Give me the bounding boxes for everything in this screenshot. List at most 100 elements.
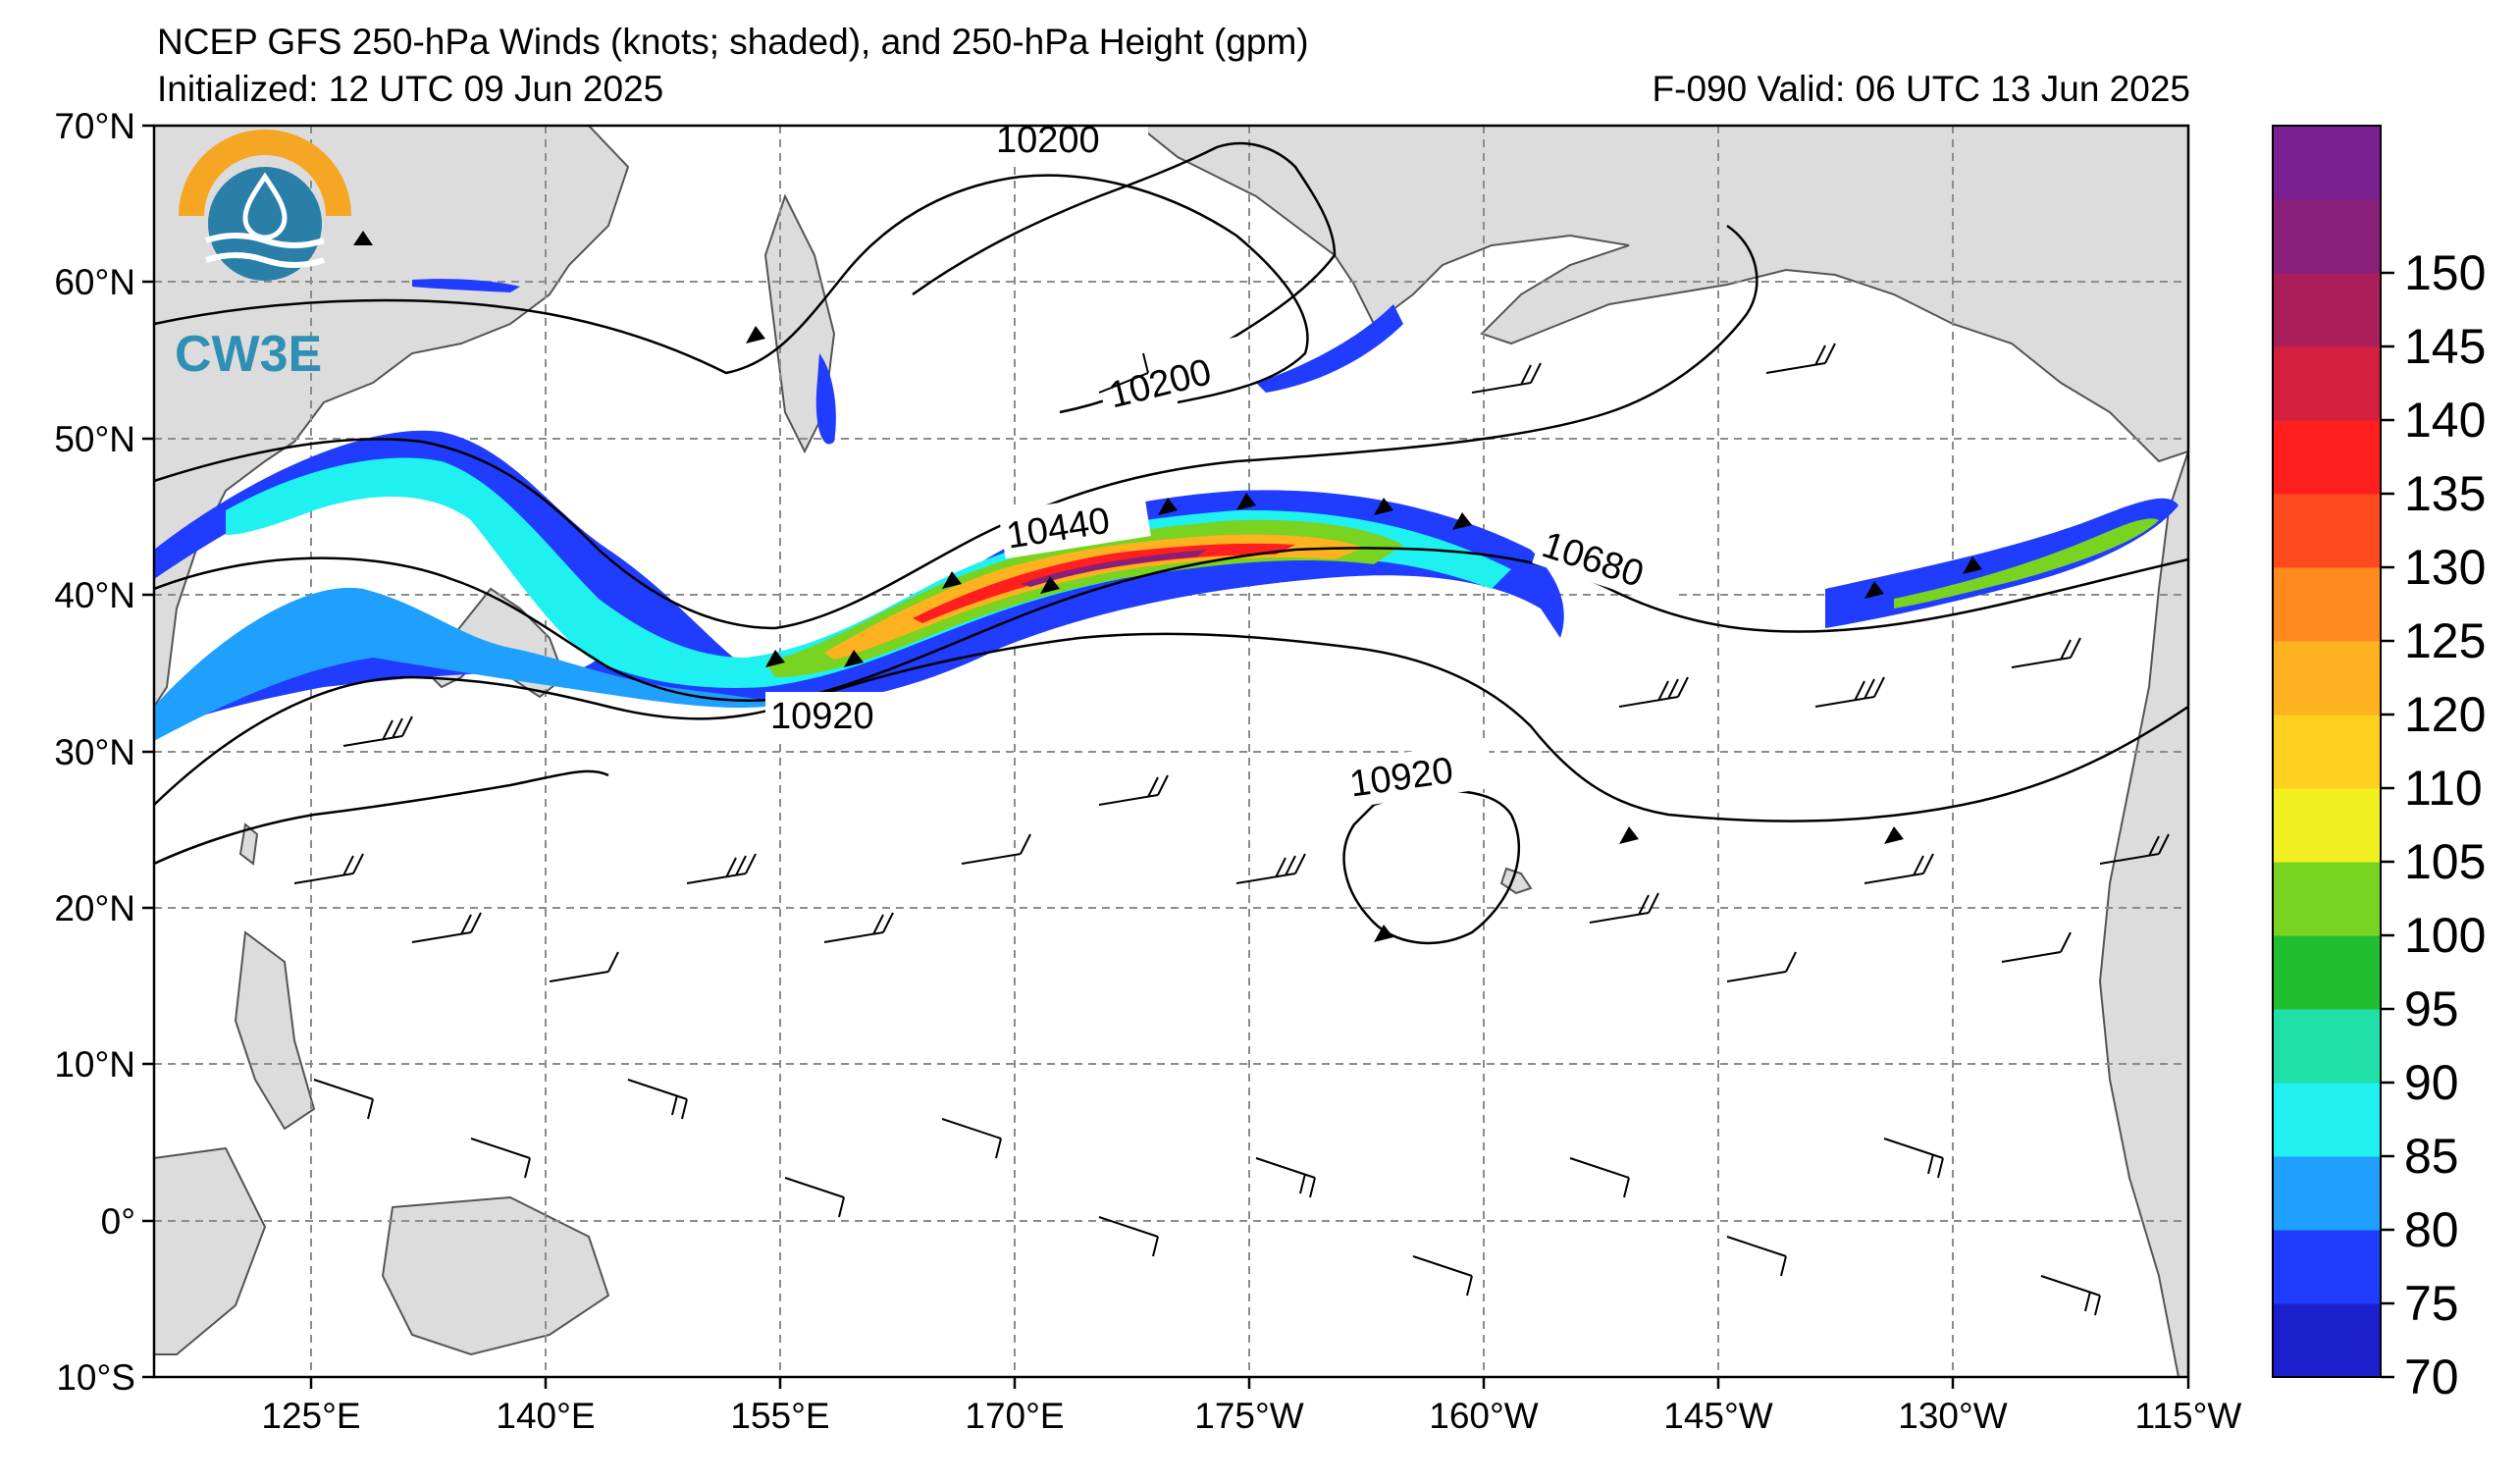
wind-barb <box>941 1118 1002 1159</box>
logo-circle <box>208 167 322 281</box>
lon-label: 175°W <box>1194 1396 1304 1436</box>
pennant-barbs <box>353 231 1982 942</box>
wind-barb <box>1883 1138 1944 1179</box>
lon-label: 155°E <box>730 1396 829 1436</box>
pennant <box>1963 556 1982 574</box>
borneo-sulawesi <box>154 1146 267 1355</box>
wind-barb <box>2040 1275 2101 1316</box>
wind-barb <box>549 951 619 982</box>
logo-drop-icon <box>242 172 288 240</box>
colorbar-tick-label: 145 <box>2404 319 2486 374</box>
lon-label: 115°W <box>2135 1396 2242 1436</box>
lat-label: 50°N <box>54 419 135 459</box>
lat-label: 20°N <box>54 888 135 928</box>
jet-southern-branch <box>154 587 775 741</box>
lon-label: 145°W <box>1663 1396 1773 1436</box>
contour-10200-north <box>154 174 1309 404</box>
colorbar-segment <box>2273 641 2381 715</box>
wind-barb <box>1098 774 1169 806</box>
height-contours <box>154 141 2188 945</box>
colorbar-segment <box>2273 420 2381 495</box>
contour-10920-south <box>154 632 2188 822</box>
colorbar-segment <box>2273 1303 2381 1378</box>
wind-barb <box>1618 676 1689 708</box>
jet-bering <box>1256 304 1403 393</box>
lat-label: 70°N <box>54 106 135 146</box>
contour-10920-loop <box>1342 789 1520 945</box>
pennant <box>1158 498 1178 515</box>
wind-barb <box>470 1138 531 1179</box>
wind-barb <box>686 853 757 884</box>
lat-label: 60°N <box>54 262 135 302</box>
wind-barb <box>627 1079 688 1120</box>
wind-barb <box>1412 1255 1473 1297</box>
colorbar-tick-label: 150 <box>2404 245 2486 300</box>
lat-label: 0° <box>101 1201 135 1242</box>
colorbar-segment <box>2273 346 2381 421</box>
wind-barb <box>2011 637 2081 668</box>
colorbar-tick-label: 140 <box>2404 393 2486 448</box>
wind-barb <box>1569 1157 1630 1198</box>
logo-waves <box>205 233 325 268</box>
colorbar-tick-label: 90 <box>2404 1055 2459 1110</box>
jet-main-100kt <box>765 519 1403 677</box>
lon-label: 130°W <box>1898 1396 2008 1436</box>
graticule <box>154 126 2188 1377</box>
cw3e-logo: CW3E <box>175 130 351 383</box>
taiwan <box>238 822 259 866</box>
colorbar-segment <box>2273 1083 2381 1157</box>
wind-barb <box>1098 352 1149 394</box>
lon-label: 140°E <box>496 1396 595 1436</box>
pennant <box>1884 826 1904 844</box>
jet-kamchatka <box>815 353 836 445</box>
colorbar-tick-label: 120 <box>2404 687 2486 742</box>
colorbar-tick-label: 100 <box>2404 908 2486 963</box>
colorbar: 70 75 80 85 90 95 100 105 110 120 125 130 135 140 145 1… <box>2272 125 2486 1404</box>
logo-orange-arc <box>179 130 351 217</box>
colorbar-tick-label: 105 <box>2404 834 2486 889</box>
colorbar-segment <box>2273 935 2381 1010</box>
wind-barb <box>1814 676 1885 708</box>
lat-label: 30°N <box>54 732 135 772</box>
wind-barb <box>1726 1236 1787 1277</box>
pennant <box>1374 498 1393 515</box>
init-time: Initialized: 12 UTC 09 Jun 2025 <box>157 69 664 109</box>
colorbar-tick-label: 85 <box>2404 1129 2459 1184</box>
colorbar-segment <box>2273 1230 2381 1304</box>
contour-10440 <box>154 224 1759 630</box>
wind-barb <box>2001 931 2072 963</box>
pennant <box>1864 581 1884 599</box>
wind-barb <box>1255 1157 1316 1198</box>
wind-barb <box>2099 833 2170 865</box>
lat-label: 40°N <box>54 575 135 615</box>
pennant <box>1236 493 1256 510</box>
pennant <box>765 650 785 667</box>
colorbar-segment <box>2273 273 2381 347</box>
jet-main-145kt <box>1021 550 1207 587</box>
wind-barb <box>1726 951 1797 982</box>
lat-labels: 70°N 60°N 50°N 40°N 30°N 20°N 10°N 0° 10… <box>54 106 135 1398</box>
wind-barbs <box>293 343 2170 1316</box>
lon-label: 160°W <box>1429 1396 1539 1436</box>
pennant <box>1619 826 1639 844</box>
jet-main-135kt <box>913 543 1295 623</box>
wind-barb <box>784 1177 845 1218</box>
colorbar-segment <box>2273 1156 2381 1231</box>
colorbar-tick-label: 130 <box>2404 540 2486 595</box>
colorbar-segment <box>2273 199 2381 274</box>
pennant <box>1374 925 1393 942</box>
colorbar-tick-label: 75 <box>2404 1276 2459 1331</box>
pennant <box>1040 576 1060 594</box>
colorbar-segment <box>2273 788 2381 863</box>
lon-label: 170°E <box>965 1396 1064 1436</box>
wind-barb <box>342 715 413 747</box>
lat-label: 10°N <box>54 1044 135 1085</box>
contour-southwest <box>154 769 609 866</box>
colorbar-tick-label: 110 <box>2404 761 2483 816</box>
wind-barb <box>1589 892 1659 924</box>
jet-siberia <box>412 279 520 292</box>
wind-barb <box>411 912 482 943</box>
alaska <box>1136 126 2188 463</box>
pennant <box>1452 512 1472 530</box>
